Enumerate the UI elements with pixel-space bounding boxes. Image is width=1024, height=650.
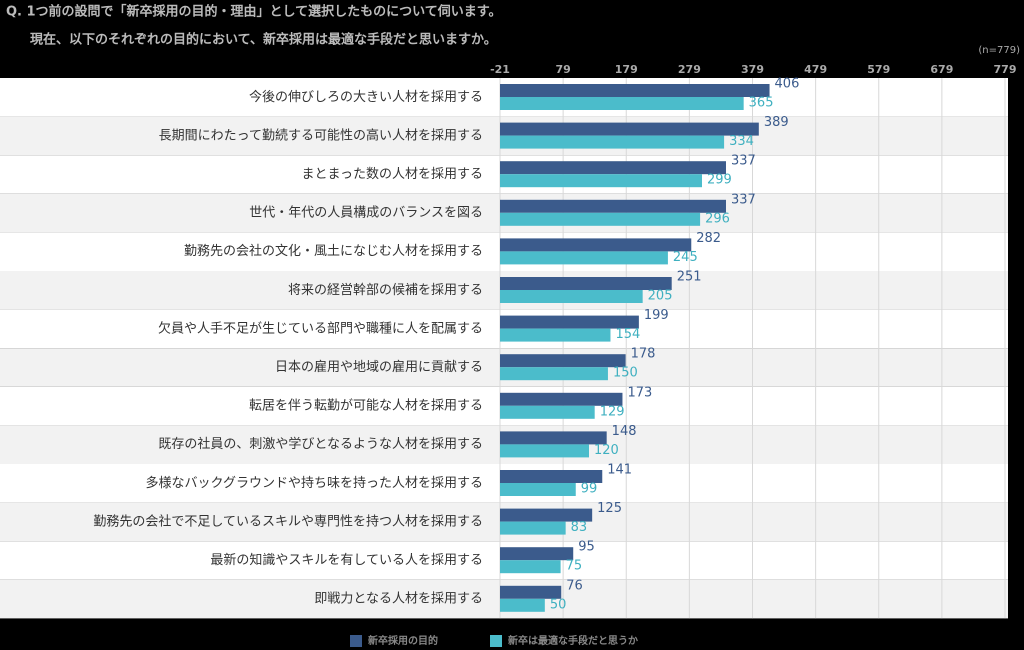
legend-swatch <box>350 635 362 647</box>
category-label: 世代・年代の人員構成のバランスを図る <box>249 206 483 221</box>
category-label: 長期間にわたって勤続する可能性の高い人材を採用する <box>159 127 483 143</box>
x-tick-label: 679 <box>930 63 953 76</box>
x-tick-label: 279 <box>678 63 701 76</box>
bar <box>500 598 545 612</box>
category-label: 勤務先の会社の文化・風土になじむ人材を採用する <box>184 243 483 259</box>
bar <box>500 367 608 381</box>
bar <box>500 560 561 574</box>
value-label: 50 <box>550 597 567 612</box>
bar <box>500 483 576 496</box>
value-label: 251 <box>677 270 702 285</box>
value-label: 406 <box>775 77 800 92</box>
legend-swatch <box>490 635 502 647</box>
category-label: 将来の経営幹部の候補を採用する <box>288 282 483 298</box>
value-label: 129 <box>600 404 625 419</box>
value-label: 299 <box>707 173 732 188</box>
x-tick-label: 379 <box>741 63 764 76</box>
chart-title: Q. 1つ前の設問で「新卒採用の目的・理由」として選択したものについて伺います。 <box>6 4 501 20</box>
value-label: 337 <box>731 192 756 207</box>
category-label: 即戦力となる人材を採用する <box>314 592 483 607</box>
bar <box>500 315 639 329</box>
value-label: 95 <box>578 540 595 555</box>
bar <box>500 97 744 110</box>
value-label: 141 <box>607 463 632 478</box>
x-tick-label: 179 <box>615 63 638 76</box>
value-label: 245 <box>673 250 698 265</box>
category-label: 日本の雇用や地域の雇用に貢献する <box>275 359 483 375</box>
legend-label: 新卒採用の目的 <box>368 634 438 647</box>
bar <box>500 521 566 535</box>
value-label: 173 <box>627 385 652 400</box>
x-tick-label: -21 <box>490 63 510 76</box>
bar <box>500 405 595 419</box>
value-label: 334 <box>729 134 754 149</box>
value-label: 120 <box>594 443 619 458</box>
bar <box>500 354 626 368</box>
legend-label: 新卒は最適な手段だと思うか <box>508 634 638 647</box>
category-label: 勤務先の会社で不足しているスキルや専門性を持つ人材を採用する <box>93 513 483 529</box>
x-tick-label: 779 <box>994 63 1017 76</box>
value-label: 148 <box>612 424 637 439</box>
value-label: 296 <box>705 211 730 226</box>
bar <box>500 290 643 303</box>
bar <box>500 431 607 445</box>
category-label: 既存の社員の、刺激や学びとなるような人材を採用する <box>158 436 483 452</box>
bar <box>500 328 611 342</box>
bar <box>500 135 725 149</box>
bar <box>500 547 574 561</box>
value-label: 389 <box>764 115 789 130</box>
x-tick-label: 579 <box>867 63 890 76</box>
sample-note: (n=779) <box>978 45 1020 56</box>
category-label: 最新の知識やスキルを有している人を採用する <box>210 552 483 568</box>
bar <box>500 161 726 175</box>
category-label: 転居を伴う転勤が可能な人材を採用する <box>249 399 483 414</box>
value-label: 83 <box>571 520 588 535</box>
x-tick-label: 79 <box>555 63 570 76</box>
bar <box>500 444 590 458</box>
bar <box>500 585 562 599</box>
bar <box>500 238 692 252</box>
bar <box>500 122 759 136</box>
value-label: 365 <box>749 96 774 111</box>
category-label: 多様なバックグラウンドや持ち味を持った人材を採用する <box>146 475 483 491</box>
bar <box>500 212 701 226</box>
category-label: 今後の伸びしろの大きい人材を採用する <box>249 89 483 105</box>
value-label: 337 <box>731 154 756 169</box>
value-label: 75 <box>566 559 583 574</box>
value-label: 76 <box>566 578 583 593</box>
value-label: 178 <box>631 347 656 362</box>
bar <box>500 508 593 522</box>
value-label: 205 <box>648 289 673 304</box>
bar <box>500 84 770 97</box>
category-label: 欠員や人手不足が生じている部門や職種に人を配属する <box>158 320 483 336</box>
bar <box>500 199 726 213</box>
value-label: 99 <box>581 482 598 497</box>
chart-subtitle: 現在、以下のそれぞれの目的において、新卒採用は最適な手段だと思いますか。 <box>30 32 497 48</box>
bar <box>500 251 668 265</box>
value-label: 282 <box>696 231 721 246</box>
bar <box>500 277 672 290</box>
category-label: まとまった数の人材を採用する <box>302 167 483 182</box>
bar <box>500 174 702 188</box>
bar <box>500 392 623 406</box>
value-label: 125 <box>597 501 622 516</box>
x-tick-label: 479 <box>804 63 827 76</box>
bar <box>500 470 603 483</box>
value-label: 154 <box>615 327 640 342</box>
value-label: 199 <box>644 308 669 323</box>
value-label: 150 <box>613 366 638 381</box>
